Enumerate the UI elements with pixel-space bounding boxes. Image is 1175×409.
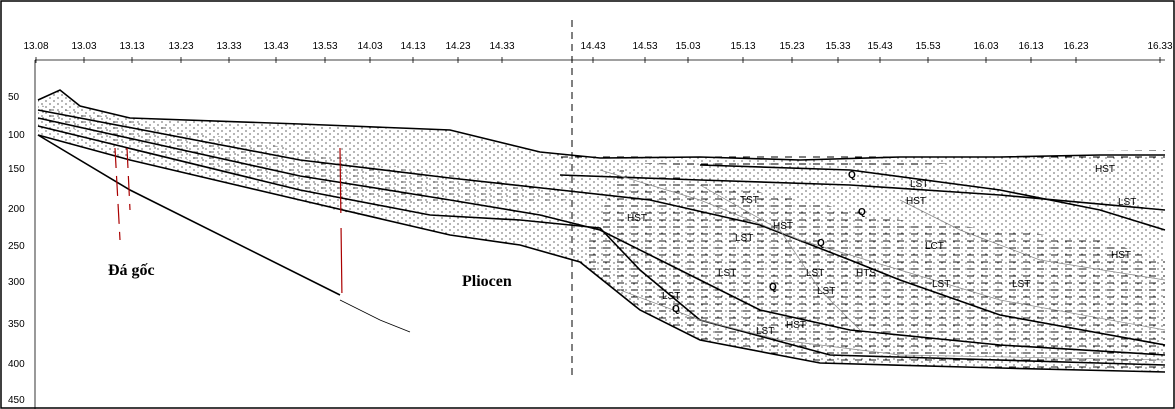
top-tick-label: 15.33 bbox=[825, 41, 850, 52]
layer-label: LST bbox=[662, 291, 680, 302]
top-tick-label: 14.53 bbox=[632, 41, 657, 52]
top-tick-label: 14.23 bbox=[445, 41, 470, 52]
top-tick-label: 13.08 bbox=[23, 41, 48, 52]
top-tick-label: 14.13 bbox=[400, 41, 425, 52]
layer-label: HST bbox=[1095, 164, 1115, 175]
left-tick-label: 250 bbox=[8, 241, 25, 252]
top-tick-label: 14.33 bbox=[489, 41, 514, 52]
left-tick-label: 200 bbox=[8, 204, 25, 215]
top-tick-label: 13.33 bbox=[216, 41, 241, 52]
layer-label: LST bbox=[806, 268, 824, 279]
top-tick-label: 15.43 bbox=[867, 41, 892, 52]
layer-label: HST bbox=[773, 221, 793, 232]
top-tick-label: 15.13 bbox=[730, 41, 755, 52]
layer-label: TST bbox=[740, 195, 759, 206]
layer-label: HTS bbox=[856, 268, 876, 279]
top-tick-label: 15.03 bbox=[675, 41, 700, 52]
layer-label: LST bbox=[1012, 279, 1030, 290]
pliocene-label: Pliocen bbox=[462, 273, 512, 290]
layer-label: LST bbox=[735, 233, 753, 244]
left-tick-label: 400 bbox=[8, 359, 25, 370]
layer-label: LST bbox=[817, 286, 835, 297]
top-tick-label: 13.03 bbox=[71, 41, 96, 52]
top-tick-label: 15.53 bbox=[915, 41, 940, 52]
top-tick-label: 13.43 bbox=[263, 41, 288, 52]
left-tick-label: 150 bbox=[8, 164, 25, 175]
top-tick-label: 16.23 bbox=[1063, 41, 1088, 52]
top-tick-label: 13.23 bbox=[168, 41, 193, 52]
top-tick-label: 16.13 bbox=[1018, 41, 1043, 52]
layer-label: Q bbox=[848, 170, 856, 181]
layer-label: Q bbox=[672, 304, 680, 315]
top-tick-label: 13.13 bbox=[119, 41, 144, 52]
layer-label: LST bbox=[910, 179, 928, 190]
top-tick-label: 15.23 bbox=[779, 41, 804, 52]
layer-label: LST bbox=[932, 279, 950, 290]
left-tick-label: 350 bbox=[8, 319, 25, 330]
basement-end bbox=[340, 300, 410, 332]
top-tick-label: 14.03 bbox=[357, 41, 382, 52]
cross-section: Đá gốc Pliocen 13.08 13.03 13.13 13.23 13.33… bbox=[0, 0, 1175, 409]
layer-label: HST bbox=[906, 196, 926, 207]
layer-label: Q bbox=[858, 207, 866, 218]
layer-label: LST bbox=[756, 326, 774, 337]
layer-label: HST bbox=[627, 213, 647, 224]
left-tick-label: 450 bbox=[8, 395, 25, 406]
top-tick-label: 14.43 bbox=[580, 41, 605, 52]
bedrock-label: Đá gốc bbox=[108, 262, 155, 279]
left-tick-label: 50 bbox=[8, 92, 20, 103]
top-tick-label: 13.53 bbox=[312, 41, 337, 52]
layer-label: Q bbox=[817, 238, 825, 249]
layer-label: LST bbox=[1118, 197, 1136, 208]
top-tick-label: 16.03 bbox=[973, 41, 998, 52]
layer-label: Q bbox=[769, 282, 777, 293]
layer-label: HST bbox=[786, 320, 806, 331]
layer-label: LCT bbox=[925, 241, 944, 252]
left-tick-label: 100 bbox=[8, 130, 25, 141]
left-tick-label: 300 bbox=[8, 277, 25, 288]
layer-label: LST bbox=[718, 268, 736, 279]
layer-label: HST bbox=[1111, 250, 1131, 261]
top-tick-label: 16.33 bbox=[1147, 41, 1172, 52]
